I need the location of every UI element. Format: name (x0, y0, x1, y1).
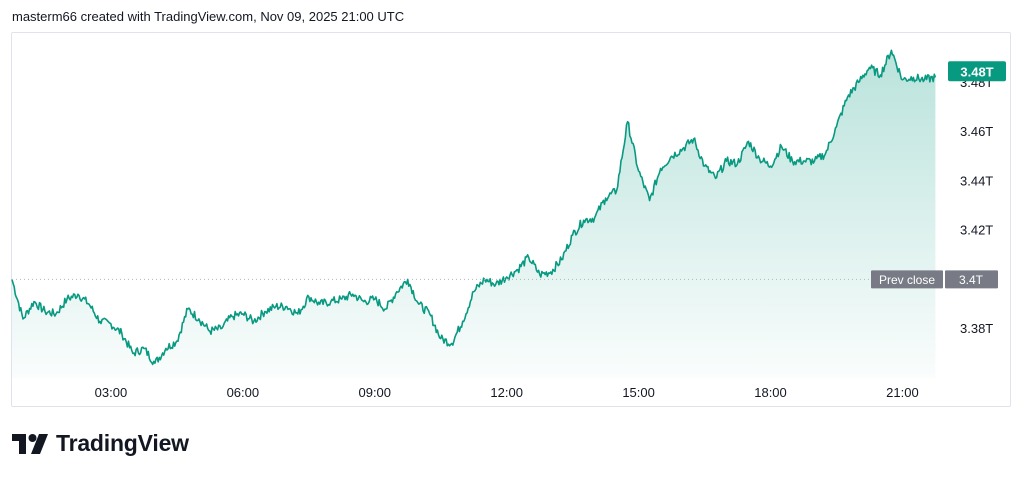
last-price-label-bg (948, 61, 1006, 82)
prev-close-label-bg (871, 270, 943, 289)
tradingview-brand[interactable]: TradingView (12, 430, 189, 457)
y-tick-label: 3.44T (960, 173, 993, 188)
prev-close-value-bg (945, 270, 998, 289)
y-tick-label: 3.38T (960, 321, 993, 336)
y-tick-label: 3.42T (960, 223, 993, 238)
x-tick-label: 03:00 (95, 385, 128, 400)
x-tick-label: 06:00 (227, 385, 260, 400)
x-tick-label: 09:00 (358, 385, 391, 400)
last-price-label: 3.48T (960, 64, 993, 79)
prev-close-label: Prev close (879, 273, 935, 287)
prev-close-value: 3.4T (959, 273, 984, 287)
chart-header: masterm66 created with TradingView.com, … (12, 9, 405, 24)
y-tick-label: 3.46T (960, 124, 993, 139)
price-line-series[interactable] (11, 49, 937, 366)
brand-name: TradingView (56, 430, 189, 456)
tradingview-logo-icon (12, 433, 48, 454)
x-tick-label: 12:00 (490, 385, 523, 400)
price-area-fill (12, 50, 936, 379)
x-tick-label: 15:00 (622, 385, 655, 400)
x-tick-label: 18:00 (754, 385, 787, 400)
x-tick-label: 21:00 (886, 385, 919, 400)
